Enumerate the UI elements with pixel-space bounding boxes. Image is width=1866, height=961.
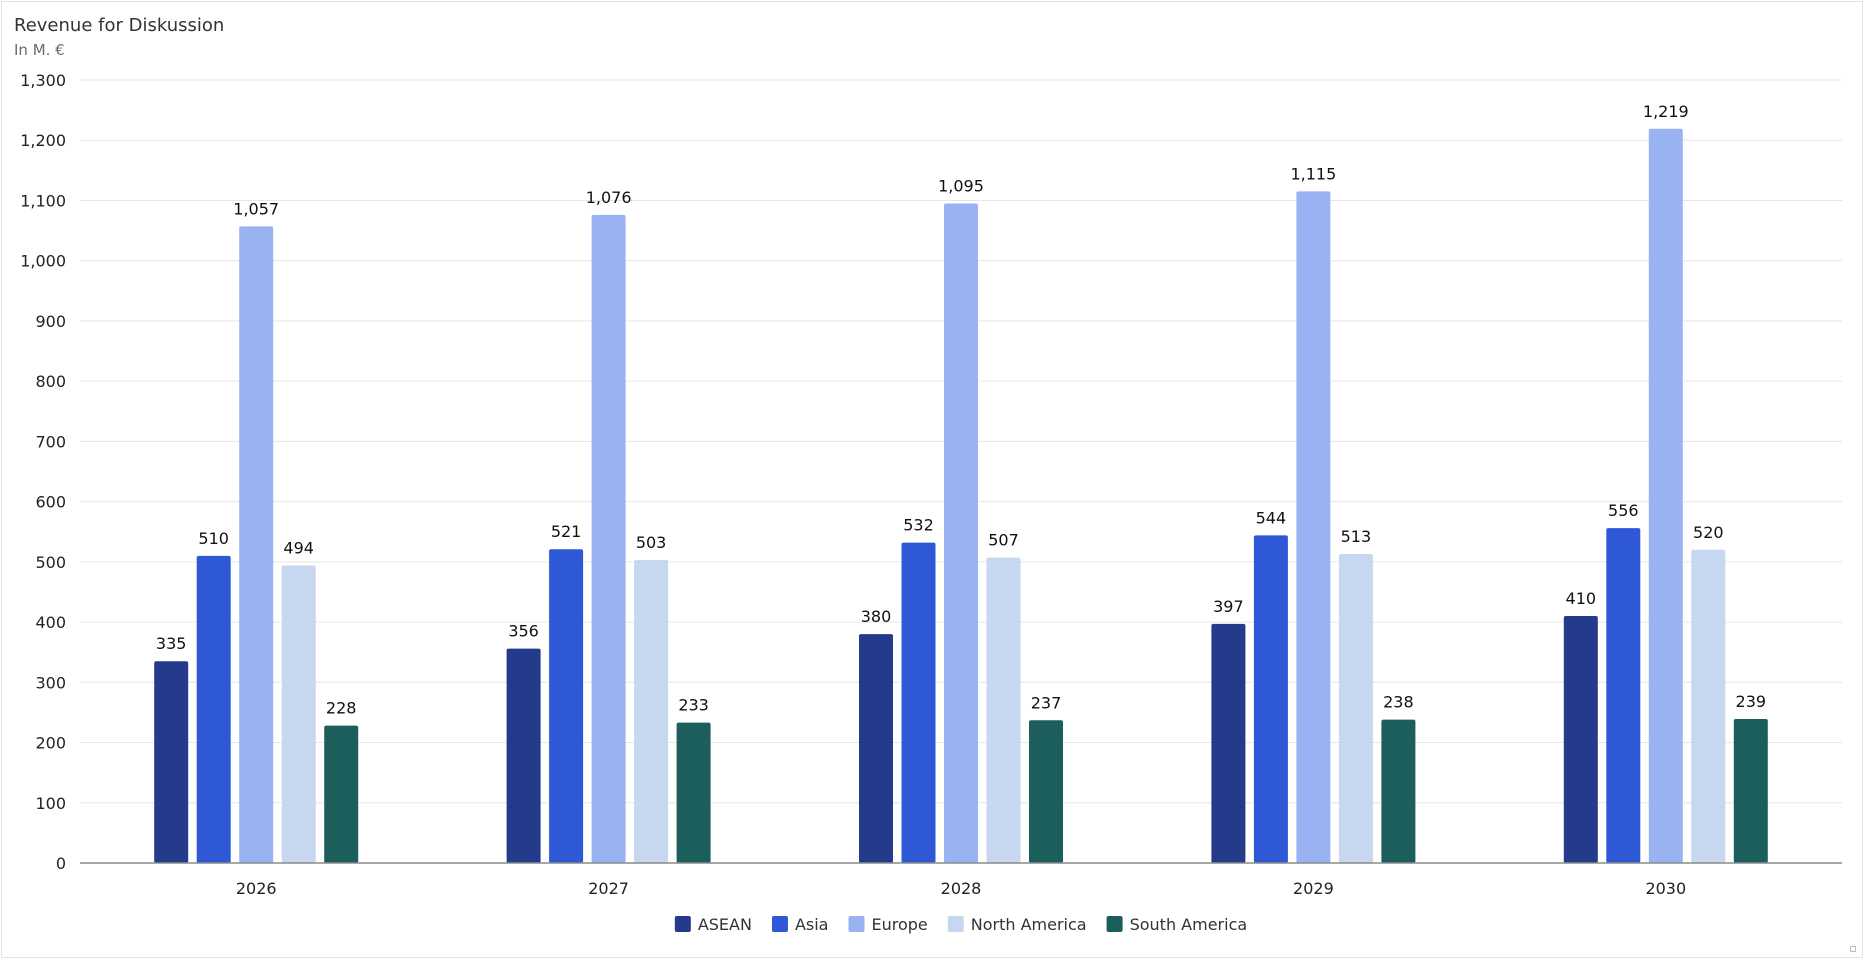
data-label: 494: [283, 538, 314, 557]
legend-item-north-america[interactable]: North America: [947, 915, 1087, 934]
y-tick-label: 1,100: [20, 191, 66, 210]
bar-europe-2030[interactable]: [1648, 128, 1683, 863]
bar-north-america-2027[interactable]: [634, 560, 669, 863]
legend-swatch: [848, 916, 865, 932]
y-tick-label: 800: [35, 372, 66, 391]
data-label: 544: [1256, 508, 1287, 527]
legend-label: Asia: [795, 915, 829, 934]
bar-south-america-2026[interactable]: [324, 725, 359, 863]
data-label: 521: [551, 522, 582, 541]
bar-asean-2027[interactable]: [506, 648, 541, 863]
data-label: 513: [1341, 527, 1372, 546]
data-label: 356: [508, 622, 539, 641]
bar-south-america-2030[interactable]: [1733, 719, 1768, 863]
bar-asean-2028[interactable]: [859, 634, 893, 863]
y-tick-label: 1,200: [20, 131, 66, 150]
y-tick-label: 300: [35, 673, 66, 692]
legend-label: North America: [971, 915, 1087, 934]
data-label: 239: [1736, 692, 1767, 711]
y-tick-label: 0: [56, 854, 66, 873]
data-label: 1,115: [1290, 164, 1336, 183]
x-tick-label: 2030: [1645, 879, 1686, 898]
y-tick-label: 700: [35, 432, 66, 451]
bar-europe-2029[interactable]: [1296, 191, 1331, 863]
legend-item-south-america[interactable]: South America: [1106, 915, 1248, 934]
bar-north-america-2028[interactable]: [986, 557, 1021, 863]
bar-asean-2029[interactable]: [1211, 623, 1246, 863]
y-tick-label: 900: [35, 312, 66, 331]
data-label: 1,219: [1643, 102, 1689, 121]
y-tick-label: 100: [35, 794, 66, 813]
bar-north-america-2030[interactable]: [1691, 549, 1726, 863]
bar-asean-2030[interactable]: [1563, 616, 1598, 863]
bar-asia-2027[interactable]: [549, 549, 584, 863]
legend-item-asia[interactable]: Asia: [771, 915, 829, 934]
bar-asia-2028[interactable]: [901, 542, 936, 863]
data-label: 1,095: [938, 176, 984, 195]
data-label: 380: [861, 607, 892, 626]
legend-item-asean[interactable]: ASEAN: [674, 915, 752, 934]
data-label: 1,057: [233, 199, 279, 218]
data-label: 233: [678, 696, 709, 715]
bar-asean-2026[interactable]: [154, 661, 189, 863]
y-tick-label: 200: [35, 734, 66, 753]
data-label: 238: [1383, 693, 1414, 712]
bar-south-america-2027[interactable]: [676, 722, 711, 863]
bar-asia-2026[interactable]: [196, 555, 231, 863]
bar-north-america-2026[interactable]: [281, 565, 316, 863]
data-label: 510: [198, 529, 229, 548]
y-tick-label: 1,000: [20, 252, 66, 271]
data-label: 1,076: [586, 188, 632, 207]
bar-series: [154, 128, 1768, 863]
data-label: 397: [1213, 597, 1244, 616]
bar-europe-2027[interactable]: [591, 214, 626, 863]
legend-swatch: [947, 916, 964, 932]
data-label: 410: [1566, 589, 1597, 608]
bar-asia-2030[interactable]: [1606, 528, 1641, 863]
legend-swatch: [1106, 916, 1123, 932]
bar-europe-2028[interactable]: [944, 203, 978, 863]
x-tick-label: 2029: [1293, 879, 1334, 898]
data-labels: 335 510 1,057 494 228 356 521 1,076 503 233 380 532…: [156, 102, 1766, 718]
data-label: 532: [903, 516, 934, 535]
y-tick-label: 1,300: [20, 71, 66, 90]
data-label: 503: [636, 533, 667, 552]
x-tick-label: 2028: [941, 879, 982, 898]
legend-swatch: [771, 916, 788, 932]
data-label: 335: [156, 634, 187, 653]
bar-north-america-2029[interactable]: [1338, 554, 1373, 863]
x-tick-label: 2027: [588, 879, 629, 898]
legend[interactable]: ASEAN Asia Europe North America South Americ…: [674, 915, 1248, 934]
legend-swatch: [674, 916, 691, 932]
data-label: 507: [988, 531, 1019, 550]
x-tick-label: 2026: [236, 879, 277, 898]
y-axis: 0 100 200 300 400 500 600 700 800 900 1,000 1,100 1,…: [20, 71, 66, 873]
chart-subtitle: In M. €: [14, 41, 65, 59]
data-label: 228: [326, 699, 357, 718]
data-label: 237: [1031, 693, 1062, 712]
data-label: 520: [1693, 523, 1724, 542]
y-tick-label: 500: [35, 553, 66, 572]
bar-south-america-2028[interactable]: [1029, 720, 1063, 863]
bar-europe-2026[interactable]: [239, 226, 274, 863]
legend-label: South America: [1130, 915, 1248, 934]
y-tick-label: 400: [35, 613, 66, 632]
y-tick-label: 600: [35, 493, 66, 512]
data-label: 556: [1608, 501, 1639, 520]
bar-south-america-2029[interactable]: [1381, 719, 1416, 863]
legend-label: Europe: [871, 915, 927, 934]
resize-handle-icon[interactable]: [1850, 946, 1856, 952]
legend-item-europe[interactable]: Europe: [848, 915, 928, 934]
bar-asia-2029[interactable]: [1253, 535, 1288, 863]
chart-title: Revenue for Diskussion: [14, 15, 225, 36]
x-axis: 2026 2027 2028 2029 2030: [80, 862, 1842, 898]
legend-label: ASEAN: [698, 915, 752, 934]
